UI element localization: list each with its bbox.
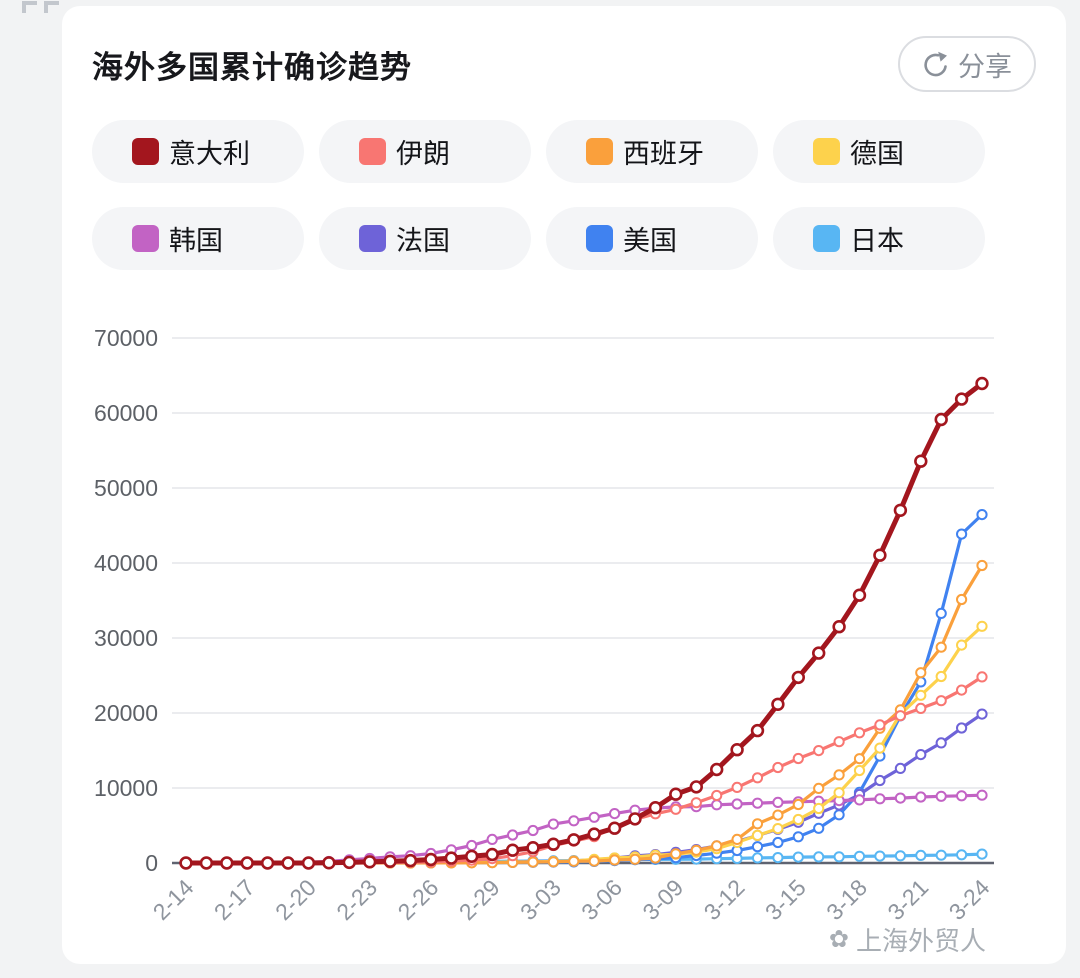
- share-button[interactable]: 分享: [898, 36, 1036, 92]
- watermark-text: 上海外贸人: [855, 926, 986, 956]
- legend-item[interactable]: 法国: [319, 207, 531, 270]
- chart-area: 0 10000 20000 30000 40000 50000 60000 70000 2-14…: [92, 304, 1036, 968]
- svg-text:3-24: 3-24: [944, 874, 995, 925]
- legend-item[interactable]: 伊朗: [319, 120, 531, 183]
- svg-text:2-29: 2-29: [454, 874, 505, 925]
- svg-text:2-23: 2-23: [331, 874, 382, 925]
- legend-color-swatch: [813, 138, 840, 165]
- svg-text:2-26: 2-26: [393, 874, 444, 925]
- legend-color-swatch: [132, 225, 159, 252]
- legend-label: 德国: [850, 139, 904, 169]
- legend-color-swatch: [586, 138, 613, 165]
- svg-text:2-20: 2-20: [270, 874, 321, 925]
- legend-label: 意大利: [169, 139, 250, 169]
- flower-icon: ✿: [828, 926, 849, 953]
- svg-text:3-03: 3-03: [515, 874, 566, 925]
- chart-legend: 意大利 伊朗 西班牙 德国韩国 法国 美国 日本: [92, 120, 992, 270]
- decorative-corner-marks: [22, 0, 66, 14]
- legend-color-swatch: [586, 225, 613, 252]
- legend-color-swatch: [813, 225, 840, 252]
- legend-label: 日本: [850, 226, 904, 256]
- svg-text:70000: 70000: [94, 325, 158, 351]
- legend-label: 法国: [396, 226, 450, 256]
- svg-text:3-12: 3-12: [699, 874, 750, 925]
- legend-item[interactable]: 西班牙: [546, 120, 758, 183]
- trend-line-chart[interactable]: 0 10000 20000 30000 40000 50000 60000 70000 2-14…: [92, 304, 1036, 968]
- legend-item[interactable]: 美国: [546, 207, 758, 270]
- svg-text:60000: 60000: [94, 400, 158, 426]
- svg-text:2-14: 2-14: [148, 874, 199, 925]
- chart-card: 海外多国累计确诊趋势 分享 意大利 伊朗 西班牙 德国韩国 法国 美国 日本 0 10000 2…: [62, 6, 1066, 964]
- svg-text:3-09: 3-09: [637, 874, 688, 925]
- share-icon: [922, 51, 949, 78]
- svg-text:30000: 30000: [94, 625, 158, 651]
- svg-text:3-21: 3-21: [882, 874, 933, 925]
- svg-text:40000: 40000: [94, 550, 158, 576]
- svg-text:20000: 20000: [94, 700, 158, 726]
- legend-label: 伊朗: [396, 139, 450, 169]
- share-label: 分享: [958, 51, 1012, 82]
- svg-text:3-18: 3-18: [821, 874, 872, 925]
- legend-item[interactable]: 韩国: [92, 207, 304, 270]
- legend-item[interactable]: 意大利: [92, 120, 304, 183]
- legend-color-swatch: [132, 138, 159, 165]
- svg-text:10000: 10000: [94, 775, 158, 801]
- legend-label: 韩国: [169, 226, 223, 256]
- svg-text:50000: 50000: [94, 475, 158, 501]
- svg-text:2-17: 2-17: [209, 874, 260, 925]
- svg-text:3-06: 3-06: [576, 874, 627, 925]
- legend-label: 美国: [623, 226, 677, 256]
- legend-label: 西班牙: [623, 139, 704, 169]
- legend-item[interactable]: 日本: [773, 207, 985, 270]
- svg-text:3-15: 3-15: [760, 874, 811, 925]
- watermark: ✿ 上海外贸人: [822, 919, 992, 960]
- svg-text:0: 0: [145, 850, 158, 876]
- legend-item[interactable]: 德国: [773, 120, 985, 183]
- legend-color-swatch: [359, 225, 386, 252]
- page-title: 海外多国累计确诊趋势: [92, 49, 412, 85]
- legend-color-swatch: [359, 138, 386, 165]
- card-header: 海外多国累计确诊趋势 分享: [92, 36, 1036, 92]
